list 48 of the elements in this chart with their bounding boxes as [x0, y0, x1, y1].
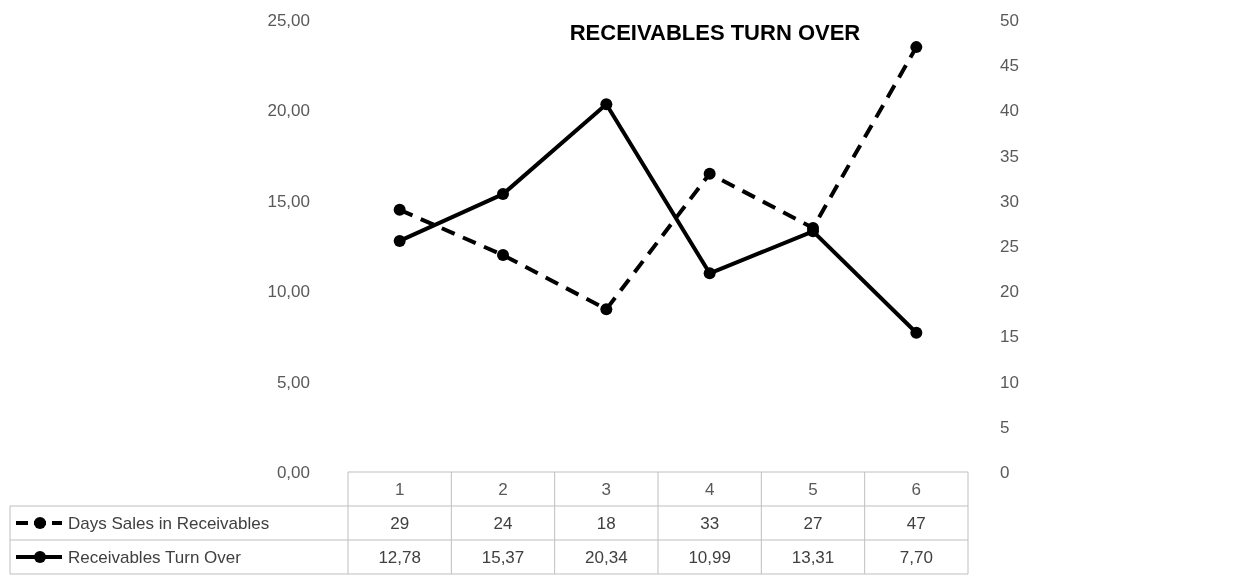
legend-label: Receivables Turn Over: [68, 548, 242, 567]
x-tick-label: 3: [601, 480, 612, 499]
point: [497, 188, 509, 201]
point: [393, 234, 406, 247]
data-label: 10,99: [688, 548, 731, 567]
x-tick-label: 2: [498, 480, 508, 499]
y2-tick-label: 10: [1000, 372, 1019, 392]
data-label: 18: [596, 514, 616, 533]
y2-tick-label: 15: [1000, 327, 1019, 347]
x-tick-label: 6: [911, 480, 922, 499]
y-tick-label: 20,00: [267, 101, 310, 121]
y-tick-label: 5,00: [276, 372, 310, 392]
point: [393, 203, 406, 216]
y2-tick-label: 40: [1000, 101, 1019, 121]
data-label: 24: [493, 514, 513, 533]
y2-tick-label: 0: [1000, 463, 1010, 482]
data-label: 7,70: [899, 548, 933, 567]
y2-tick-label: 35: [1000, 146, 1019, 166]
data-label: 29: [390, 514, 410, 533]
point: [910, 41, 923, 54]
point: [600, 303, 613, 316]
x-tick-label: 4: [704, 480, 715, 499]
data-label: 15,37: [481, 548, 525, 567]
data-label: 20,34: [585, 548, 628, 567]
y-tick-label: 10,00: [267, 282, 310, 302]
x-tick-label: 1: [394, 480, 405, 499]
y2-tick-label: 25: [1000, 237, 1019, 256]
y-tick-label: 15,00: [267, 191, 310, 211]
legend-label: Days Sales in Receivables: [68, 514, 270, 533]
data-label: 13,31: [791, 548, 835, 567]
y-tick-label: 0,00: [276, 463, 310, 482]
y2-tick-label: 50: [1000, 11, 1019, 30]
data-label: 12,78: [378, 548, 421, 567]
point: [910, 326, 923, 339]
data-label: 47: [906, 514, 926, 533]
y2-tick-label: 5: [1000, 417, 1010, 437]
y2-tick-label: 30: [1000, 191, 1019, 211]
y-tick-label: 25,00: [267, 11, 310, 30]
point: [497, 249, 509, 262]
y2-tick-label: 45: [1000, 56, 1019, 76]
y2-tick-label: 20: [1000, 282, 1019, 302]
point: [600, 98, 613, 111]
chart-title: RECEIVABLES TURN OVER: [569, 20, 861, 45]
point: [703, 267, 716, 280]
data-label: 27: [803, 514, 823, 533]
point: [703, 167, 716, 180]
x-tick-label: 5: [808, 480, 818, 499]
data-label: 33: [700, 514, 720, 533]
